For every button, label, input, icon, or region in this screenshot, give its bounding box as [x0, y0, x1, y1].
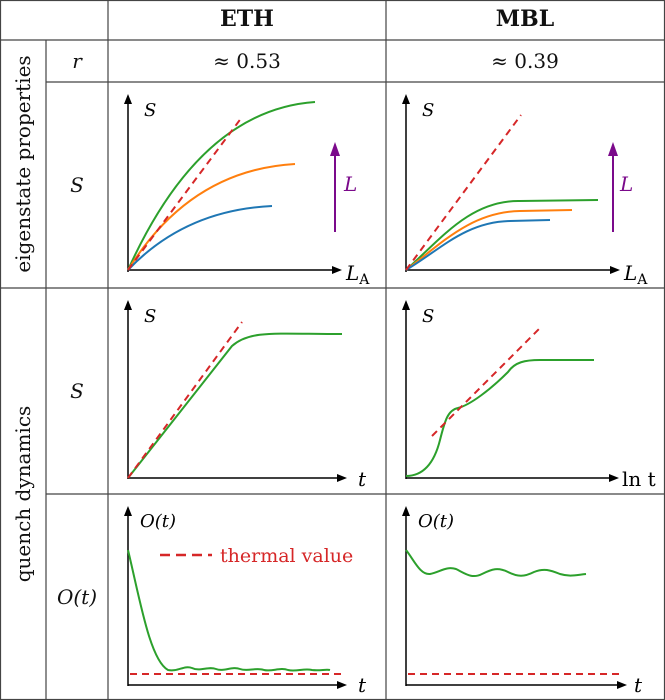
- x-axis-label: LA: [345, 261, 370, 288]
- x-axis-label: LA: [623, 261, 648, 288]
- y-axis-label: O(t): [140, 511, 176, 532]
- entropy-growth-curve: [127, 332, 343, 479]
- row-label-r: r: [72, 49, 82, 73]
- row-label-O: O(t): [56, 585, 98, 609]
- y-axis-arrow-icon: [124, 300, 132, 310]
- x-axis-arrow-icon: [337, 681, 347, 689]
- x-axis-arrow-icon: [617, 681, 627, 689]
- x-axis-label: t: [358, 467, 367, 491]
- y-axis-label: O(t): [418, 511, 454, 532]
- y-axis-label: S: [422, 100, 434, 121]
- x-axis-label: ln t: [622, 467, 656, 491]
- mbl-quench-observable-plot: O(t) t: [402, 506, 643, 697]
- y-axis-arrow-icon: [124, 94, 132, 104]
- eth-eigenstate-entropy-plot: S L LA: [124, 94, 370, 288]
- column-header-mbl: MBL: [495, 6, 555, 32]
- linear-growth-line: [127, 321, 243, 479]
- eth-quench-observable-plot: O(t) t thermal value: [124, 506, 367, 697]
- observable-relaxation-curve: [127, 549, 331, 672]
- group-label-quench: quench dynamics: [11, 405, 35, 583]
- eth-quench-entropy-plot: S t: [124, 300, 367, 491]
- y-axis-arrow-icon: [402, 506, 410, 516]
- row-label-eigenstate-S: S: [70, 173, 84, 197]
- log-growth-line: [431, 325, 543, 437]
- y-axis-label: S: [144, 306, 156, 327]
- legend-thermal-label: thermal value: [220, 545, 353, 567]
- row-label-quench-S: S: [70, 379, 84, 403]
- group-label-eigenstate: eigenstate properties: [11, 55, 35, 273]
- column-header-eth: ETH: [220, 6, 274, 32]
- mbl-eigenstate-entropy-plot: S L LA: [402, 94, 648, 288]
- entropy-growth-curve: [405, 359, 594, 477]
- curve-small-L: [127, 205, 273, 271]
- L-arrow-label: L: [619, 172, 633, 196]
- x-axis-arrow-icon: [609, 474, 619, 482]
- y-axis-label: S: [422, 306, 434, 327]
- curve-medium-L: [127, 163, 296, 271]
- observable-oscillation-curve: [405, 549, 587, 578]
- volume-law-line: [127, 116, 243, 271]
- curve-medium-L: [405, 209, 573, 271]
- x-axis-label: t: [634, 673, 643, 697]
- mbl-quench-entropy-plot: S ln t: [402, 300, 656, 491]
- up-arrow-icon: [330, 142, 340, 156]
- y-axis-arrow-icon: [402, 94, 410, 104]
- x-axis-arrow-icon: [332, 266, 342, 274]
- up-arrow-icon: [608, 142, 618, 156]
- x-axis-arrow-icon: [337, 474, 347, 482]
- x-axis-label: t: [358, 673, 367, 697]
- L-arrow-label: L: [343, 172, 357, 196]
- y-axis-arrow-icon: [402, 300, 410, 310]
- y-axis-label: S: [144, 100, 156, 121]
- mbl-r-value: ≈ 0.39: [491, 49, 559, 73]
- curve-small-L: [405, 219, 551, 271]
- y-axis-arrow-icon: [124, 506, 132, 516]
- x-axis-arrow-icon: [610, 266, 620, 274]
- eth-r-value: ≈ 0.53: [213, 49, 281, 73]
- volume-law-line: [405, 114, 522, 271]
- curve-large-L: [405, 199, 599, 271]
- curve-large-L: [127, 101, 316, 271]
